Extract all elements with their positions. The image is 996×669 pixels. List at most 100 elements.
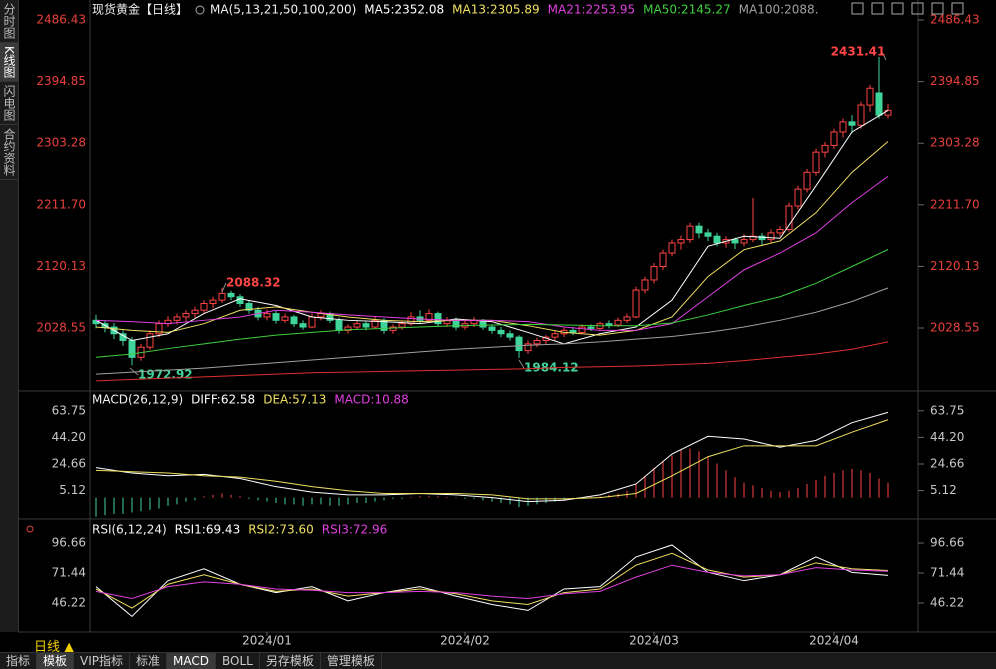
y-tick-label: 24.66 [930,456,964,470]
sidebar: 分时图 K线图 闪电图 合约资料 [0,0,19,632]
candle-body [659,252,667,268]
candle-body [398,323,406,328]
y-tick-label: 96.66 [52,536,86,550]
indicator-line [95,419,889,500]
panel-title: RSI(6,12,24) [92,523,167,537]
y-tick-label: 2394.85 [36,74,86,88]
y-tick-label: 5.12 [59,483,86,497]
legend-item: RSI2:73.60 [248,523,314,537]
legend-item: DIFF:62.58 [191,393,255,407]
toolbar-icons[interactable] [851,2,964,15]
icon-button[interactable] [911,2,924,15]
tab[interactable]: 模板 [37,653,75,669]
indicator-line [95,287,889,375]
legend-item: MA100:2088. [739,3,819,17]
candle-body [209,299,217,304]
candle-body [245,302,253,311]
candle-body [173,316,181,321]
panel-subtitle: MA(5,13,21,50,100,200) [210,3,356,17]
candle-body [686,225,694,241]
candle-body [758,235,766,241]
tab[interactable]: VIP指标 [74,653,131,669]
y-tick-label: 2120.13 [36,259,86,273]
panel-title: MACD(26,12,9) [92,393,183,407]
icon-button[interactable] [931,2,944,15]
icon-button[interactable] [891,2,904,15]
x-tick-label: 2024/04 [809,634,859,648]
y-tick-label: 2028.55 [36,321,86,335]
candle-body [839,121,847,133]
candle-body [506,333,514,338]
period-selector[interactable]: 日线 ▲ [34,640,75,655]
sidebar-tab[interactable]: K线图 [0,43,18,82]
tab[interactable]: 另存模板 [260,653,321,669]
candle-body [407,316,415,325]
candle-body [371,319,379,328]
y-tick-label: 2486.43 [36,13,86,27]
candle-body [263,313,271,318]
candle-body [515,336,523,352]
candle-body [821,144,829,153]
y-tick-label: 96.66 [930,536,964,550]
candle-body [587,326,595,329]
sidebar-tab[interactable]: 分时图 [0,0,18,43]
candle-body [551,333,559,338]
annotation-leader [221,282,227,293]
candle-body [191,309,199,315]
candle-body [848,121,856,126]
candle-body [605,323,613,326]
candle-body [128,339,136,358]
icon-button[interactable] [851,2,864,15]
y-tick-label: 2394.85 [930,74,980,88]
tab[interactable]: 标准 [130,653,168,669]
candle-body [623,316,631,321]
icon-button[interactable] [871,2,884,15]
candle-body [524,343,532,352]
tab[interactable]: MACD [167,653,217,669]
panel-title: 现货黄金【日线】 [92,2,188,17]
icon-button[interactable] [951,2,964,15]
y-tick-label: 2303.28 [36,136,86,150]
sidebar-tab[interactable]: 闪电图 [0,82,18,125]
candle-body [389,326,397,331]
y-tick-label: 2211.70 [36,197,86,211]
candle-body [614,319,622,326]
candle-body [776,229,784,234]
tab[interactable]: 管理模板 [321,653,382,669]
candle-body [335,319,343,331]
tab[interactable]: 指标 [0,653,38,669]
sidebar-tab[interactable]: 合约资料 [0,125,18,180]
candle-body [290,316,298,325]
y-tick-label: 71.44 [52,566,86,580]
candle-body [740,239,748,244]
tab[interactable]: BOLL [216,653,260,669]
annotation: 2431.41 [831,45,886,59]
candle-body [578,326,586,333]
y-tick-label: 63.75 [930,403,964,417]
indicator-line [95,109,889,345]
candle-body [803,171,811,190]
candle-body [362,323,370,328]
indicator-line [95,341,889,382]
candle-body [569,329,577,333]
candle-body [767,232,775,241]
candle-body [425,313,433,321]
candle-body [227,292,235,298]
candle-body [182,313,190,318]
candle-body [794,188,802,207]
x-tick-label: 2024/01 [242,634,292,648]
rsi-icon [26,525,34,533]
indicator-line [95,411,889,503]
legend-item: MACD:10.88 [334,393,408,407]
indicator-line [95,249,889,358]
y-tick-label: 24.66 [52,456,86,470]
y-tick-label: 2028.55 [930,321,980,335]
candle-body [434,313,442,325]
legend-item: RSI3:72.96 [322,523,388,537]
candle-body [704,232,712,237]
candle-body [650,266,658,281]
y-tick-label: 46.22 [52,596,86,610]
annotation: 2088.32 [226,276,281,290]
y-tick-label: 5.12 [930,483,957,497]
candle-body [785,205,793,231]
